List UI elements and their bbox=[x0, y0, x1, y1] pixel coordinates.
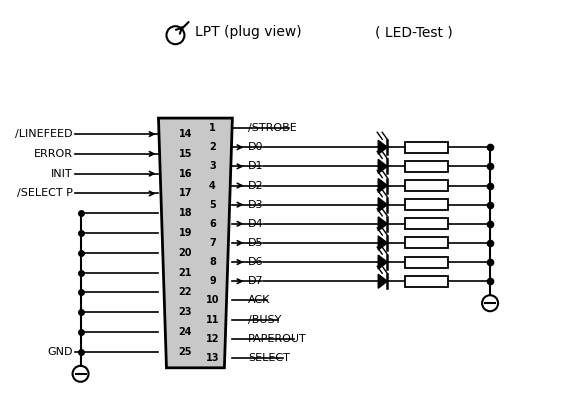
Bar bbox=[405, 276, 448, 287]
Bar bbox=[405, 180, 448, 191]
Text: 10: 10 bbox=[205, 296, 219, 305]
Text: SELECT: SELECT bbox=[248, 353, 291, 363]
Text: D7: D7 bbox=[248, 276, 264, 286]
Text: D6: D6 bbox=[248, 257, 264, 267]
Text: D0: D0 bbox=[248, 142, 264, 152]
Bar bbox=[405, 256, 448, 268]
Text: 6: 6 bbox=[209, 219, 216, 229]
Text: 4: 4 bbox=[209, 180, 216, 191]
Text: /SELECT P: /SELECT P bbox=[17, 188, 73, 199]
Text: D3: D3 bbox=[248, 200, 264, 210]
Text: 1: 1 bbox=[209, 123, 216, 133]
Text: /STROBE: /STROBE bbox=[248, 123, 297, 133]
Text: D2: D2 bbox=[248, 180, 264, 191]
Polygon shape bbox=[378, 198, 387, 212]
Text: 5: 5 bbox=[209, 200, 216, 210]
Bar bbox=[405, 238, 448, 249]
Text: 11: 11 bbox=[205, 314, 219, 325]
Text: /BUSY: /BUSY bbox=[248, 314, 282, 325]
Text: D5: D5 bbox=[248, 238, 264, 248]
Text: LPT (plug view): LPT (plug view) bbox=[195, 25, 302, 39]
Text: 16: 16 bbox=[178, 169, 192, 178]
Polygon shape bbox=[378, 236, 387, 250]
Text: D4: D4 bbox=[248, 219, 264, 229]
Text: PAPEROUT: PAPEROUT bbox=[248, 334, 307, 344]
Text: 23: 23 bbox=[178, 307, 192, 317]
Polygon shape bbox=[378, 160, 387, 173]
Text: 18: 18 bbox=[178, 208, 192, 218]
Text: ERROR: ERROR bbox=[34, 149, 73, 159]
Text: 24: 24 bbox=[178, 327, 192, 337]
Bar bbox=[405, 199, 448, 210]
Text: 22: 22 bbox=[178, 288, 192, 297]
Text: /LINEFEED: /LINEFEED bbox=[15, 129, 73, 139]
Text: 20: 20 bbox=[178, 248, 192, 258]
Polygon shape bbox=[158, 118, 233, 368]
Text: GND: GND bbox=[47, 347, 73, 357]
Bar bbox=[405, 161, 448, 172]
Text: 7: 7 bbox=[209, 238, 216, 248]
Text: 25: 25 bbox=[178, 347, 192, 357]
Text: D1: D1 bbox=[248, 162, 264, 171]
Text: 19: 19 bbox=[178, 228, 192, 238]
Polygon shape bbox=[378, 217, 387, 231]
Text: 15: 15 bbox=[178, 149, 192, 159]
Text: 12: 12 bbox=[205, 334, 219, 344]
Bar bbox=[405, 142, 448, 153]
Polygon shape bbox=[378, 274, 387, 288]
Polygon shape bbox=[378, 178, 387, 193]
Text: 3: 3 bbox=[209, 162, 216, 171]
Text: 13: 13 bbox=[205, 353, 219, 363]
Bar bbox=[405, 218, 448, 229]
Text: ACK: ACK bbox=[248, 296, 271, 305]
Text: INIT: INIT bbox=[51, 169, 73, 178]
Text: ( LED-Test ): ( LED-Test ) bbox=[375, 25, 453, 39]
Polygon shape bbox=[378, 140, 387, 154]
Text: 17: 17 bbox=[178, 188, 192, 199]
Text: 21: 21 bbox=[178, 268, 192, 278]
Text: 9: 9 bbox=[209, 276, 216, 286]
Polygon shape bbox=[378, 255, 387, 269]
Text: 14: 14 bbox=[178, 129, 192, 139]
Text: 8: 8 bbox=[209, 257, 216, 267]
Text: 2: 2 bbox=[209, 142, 216, 152]
